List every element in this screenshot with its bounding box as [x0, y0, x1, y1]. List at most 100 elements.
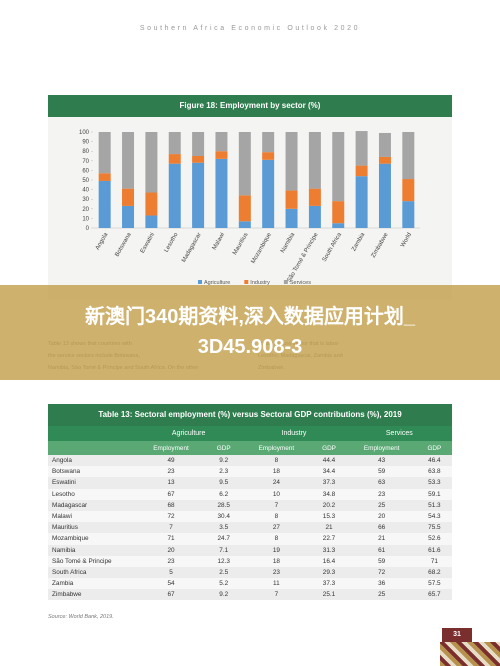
subheader-row: Employment GDP Employment GDP Employment GDP: [48, 441, 452, 455]
table-row: Mauritius 7 3.5 27 21 66 75.5: [48, 522, 452, 534]
legend-swatch: [244, 280, 249, 284]
table-cell: 5: [136, 566, 207, 579]
bar-segment: [168, 132, 181, 155]
y-tick-label: 70: [82, 159, 89, 165]
table-cell: 54.3: [416, 510, 452, 523]
bar-segment: [332, 223, 345, 228]
table-row: Angola 49 9.2 8 44.4 43 46.4: [48, 455, 452, 467]
figure: Figure 18: Employment by sector (%) 0 10 2…: [48, 95, 452, 300]
table-row: Malawi 72 30.4 8 15.3 20 54.3: [48, 510, 452, 523]
table-cell: 11: [241, 578, 312, 590]
x-tick-label: Botswana: [114, 231, 133, 257]
table-cell: 52.6: [416, 533, 452, 545]
bar-segment: [402, 201, 415, 228]
table-cell: 9.5: [206, 477, 242, 489]
bar-segment: [122, 205, 135, 228]
table-row: Mozambique 71 24.7 8 22.7 21 52.6: [48, 533, 452, 545]
table-cell: 51.3: [416, 499, 452, 511]
table-cell: 59: [346, 555, 417, 567]
y-tick-label: 20: [82, 207, 89, 213]
x-tick-label: Lesotho: [164, 231, 180, 253]
table-cell: 72: [346, 566, 417, 579]
bar-segment: [308, 188, 321, 206]
table-row: Eswatini 13 9.5 24 37.3 63 53.3: [48, 477, 452, 489]
table-cell: 49: [136, 455, 207, 467]
subheader: GDP: [311, 441, 347, 455]
header-cell: [48, 441, 136, 455]
x-tick-label: Namibia: [280, 231, 297, 254]
bar-segment: [98, 173, 111, 181]
subheader: Employment: [241, 441, 312, 455]
y-tick-label: 60: [82, 168, 89, 174]
table-cell: 6.2: [206, 488, 242, 500]
x-tick-label: Madagascar: [181, 232, 203, 264]
table-cell: 75.5: [416, 522, 452, 534]
bar-segment: [355, 131, 368, 166]
table-cell: Botswana: [48, 466, 136, 478]
table-cell: 59.1: [416, 488, 452, 500]
y-tick-label: 80: [82, 149, 89, 155]
running-header: Southern Africa Economic Outlook 2020: [139, 25, 361, 32]
table-cell: 8: [241, 533, 312, 545]
bar-segment: [285, 190, 298, 209]
table-cell: 61: [346, 544, 417, 556]
source: Source: World Bank, 2019.: [48, 614, 114, 620]
bar-segment: [262, 152, 275, 160]
x-tick-label: Eswatini: [140, 232, 156, 254]
y-tick-label: 50: [82, 178, 89, 184]
y-tick-label: 100: [79, 130, 90, 136]
legend-label: Agriculture: [204, 280, 230, 286]
banner-line: 3D45.908-3: [197, 336, 303, 358]
group-header: Services: [346, 426, 452, 441]
table-cell: Mauritius: [48, 522, 136, 534]
bar-segment: [145, 132, 158, 193]
table-row: Madagascar 68 28.5 7 20.2 25 51.3: [48, 499, 452, 511]
table-cell: 67: [136, 589, 207, 601]
table-cell: 2.3: [206, 466, 242, 478]
table-cell: 67: [136, 488, 207, 500]
table-cell: 24: [241, 477, 312, 489]
x-tick-label: Mozambique: [251, 231, 274, 264]
table-cell: 19: [241, 544, 312, 556]
decoration: [440, 642, 500, 666]
table-cell: 71: [416, 555, 452, 567]
table-cell: 61.6: [416, 544, 452, 556]
table-cell: 21: [346, 533, 417, 545]
table-cell: 18: [241, 466, 312, 478]
legend-label: Services: [290, 280, 311, 286]
table-cell: 23: [346, 488, 417, 500]
table-cell: 5.2: [206, 578, 242, 590]
table-cell: 34.4: [311, 466, 347, 478]
table-cell: 7: [136, 522, 207, 534]
bar-segment: [192, 132, 205, 156]
bar-segment: [262, 132, 275, 153]
page-number: 31: [442, 628, 472, 642]
group-header: Agriculture: [136, 426, 242, 441]
x-tick-label: Malawi: [212, 232, 227, 251]
banner: 新澳门340期资料,深入数据应用计划_ 3D45.908-3: [0, 285, 500, 380]
header-cell: [48, 426, 136, 441]
bar-segment: [402, 179, 415, 202]
table-cell: 59: [346, 466, 417, 478]
y-tick-label: 40: [82, 188, 89, 194]
bar-segment: [308, 205, 321, 228]
table-cell: 66: [346, 522, 417, 534]
x-tick-label: Zimbabwe: [371, 231, 390, 259]
table-cell: 7.1: [206, 544, 242, 556]
bar-segment: [122, 188, 135, 206]
table-cell: South Africa: [48, 566, 136, 579]
table-cell: 72: [136, 510, 207, 523]
bar-segment: [285, 208, 298, 228]
table-cell: 12.3: [206, 555, 242, 567]
table-cell: Zimbabwe: [48, 589, 136, 601]
table-cell: 71: [136, 533, 207, 545]
table-row: Lesotho 67 6.2 10 34.8 23 59.1: [48, 488, 452, 500]
bar-segment: [238, 221, 251, 228]
x-tick-label: Mauritius: [232, 232, 249, 256]
table-cell: 63.8: [416, 466, 452, 478]
legend-label: Industry: [250, 280, 270, 286]
subheader: GDP: [416, 441, 452, 455]
table-cell: 54: [136, 578, 207, 590]
table-cell: 31.3: [311, 544, 347, 556]
